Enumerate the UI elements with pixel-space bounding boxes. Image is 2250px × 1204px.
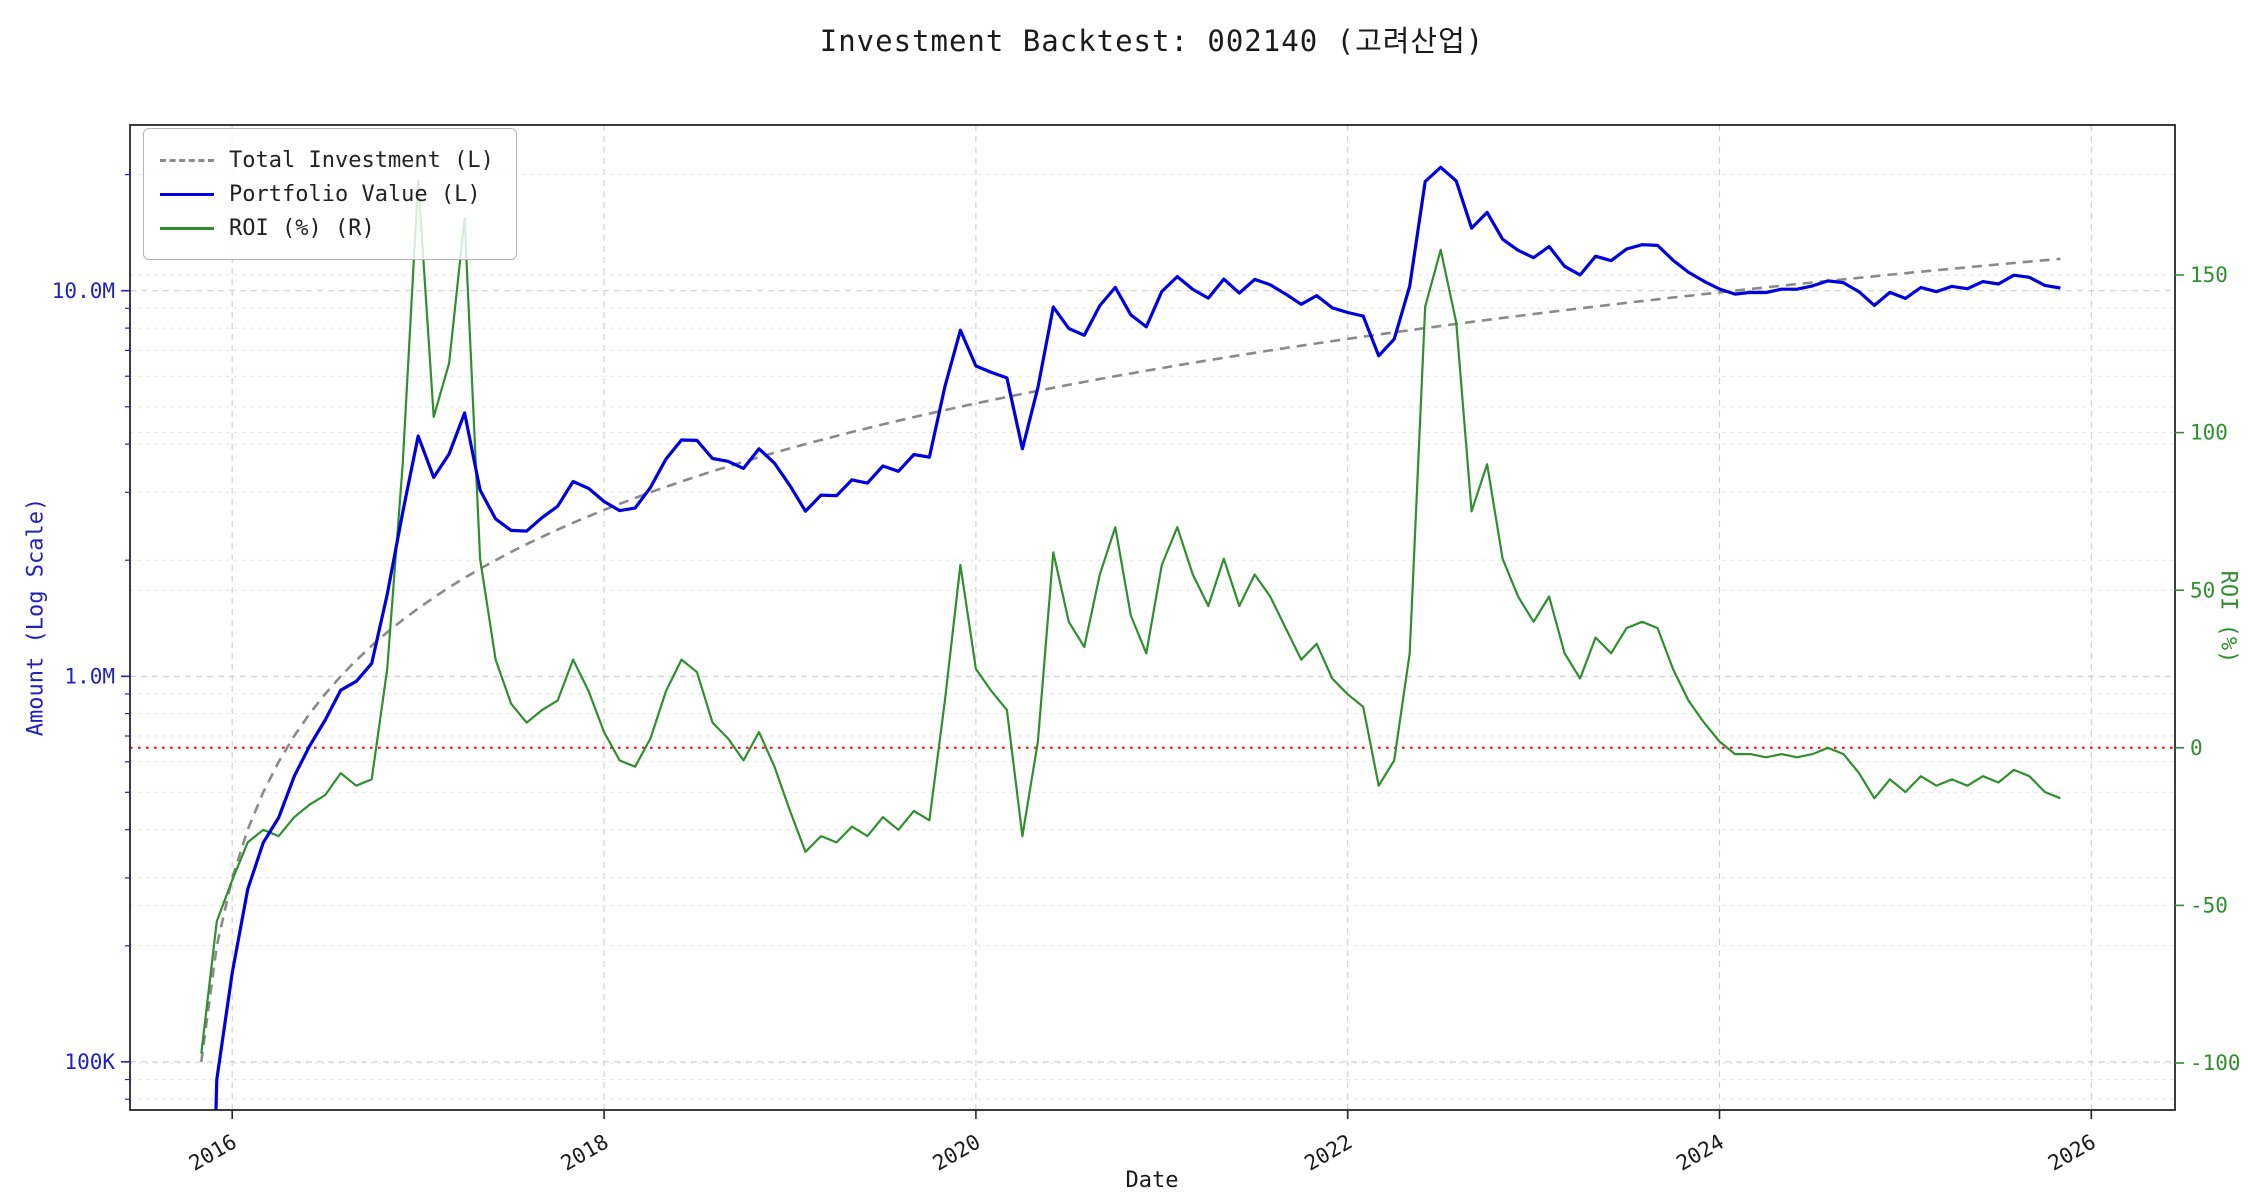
grid-vertical xyxy=(231,125,2092,1110)
svg-text:2018: 2018 xyxy=(557,1130,613,1176)
legend-item-roi: ROI (%) (R) xyxy=(160,211,494,245)
y-left-tick-labels: 100K 1.0M 10.0M xyxy=(52,174,130,1100)
legend-item-total-investment: Total Investment (L) xyxy=(160,143,494,177)
svg-text:2016: 2016 xyxy=(185,1130,241,1176)
y-axis-label-right: ROI (%) xyxy=(2215,570,2241,664)
svg-text:2026: 2026 xyxy=(2044,1130,2100,1176)
legend-swatch-total-investment xyxy=(160,158,214,162)
svg-text:100K: 100K xyxy=(64,1050,115,1074)
x-axis-label: Date xyxy=(1125,1168,1179,1193)
chart-title: Investment Backtest: 002140 (고려산업) xyxy=(819,24,1485,58)
legend-swatch-portfolio-value xyxy=(160,192,214,196)
legend-label-roi: ROI (%) (R) xyxy=(229,215,375,241)
legend-item-portfolio-value: Portfolio Value (L) xyxy=(160,177,494,211)
svg-text:2022: 2022 xyxy=(1300,1130,1356,1176)
x-tick-labels: 2016 2018 2020 2022 2024 2026 xyxy=(185,1110,2100,1176)
y-axis-label-left: Amount (Log Scale) xyxy=(23,497,49,737)
roi-line xyxy=(200,179,2061,1054)
portfolio-value-line xyxy=(214,165,2061,1110)
grid-horizontal-minor xyxy=(130,174,2175,1100)
axis-spines xyxy=(129,124,2176,1111)
svg-text:1.0M: 1.0M xyxy=(64,664,115,688)
svg-text:-100: -100 xyxy=(2190,1051,2241,1075)
legend-label-portfolio-value: Portfolio Value (L) xyxy=(229,181,481,207)
svg-text:2024: 2024 xyxy=(1672,1130,1728,1176)
legend-label-total-investment: Total Investment (L) xyxy=(229,147,494,173)
svg-text:50: 50 xyxy=(2190,578,2215,602)
svg-text:10.0M: 10.0M xyxy=(52,279,115,303)
total-investment-line xyxy=(200,257,2061,1062)
svg-text:150: 150 xyxy=(2190,263,2228,287)
svg-text:100: 100 xyxy=(2190,421,2228,445)
legend: Total Investment (L) Portfolio Value (L)… xyxy=(143,128,517,260)
y-right-tick-labels: -100 -50 0 50 100 150 xyxy=(2175,263,2241,1075)
svg-text:2020: 2020 xyxy=(929,1130,985,1176)
legend-swatch-roi xyxy=(160,226,214,230)
svg-text:0: 0 xyxy=(2190,736,2203,760)
svg-text:-50: -50 xyxy=(2190,894,2228,918)
